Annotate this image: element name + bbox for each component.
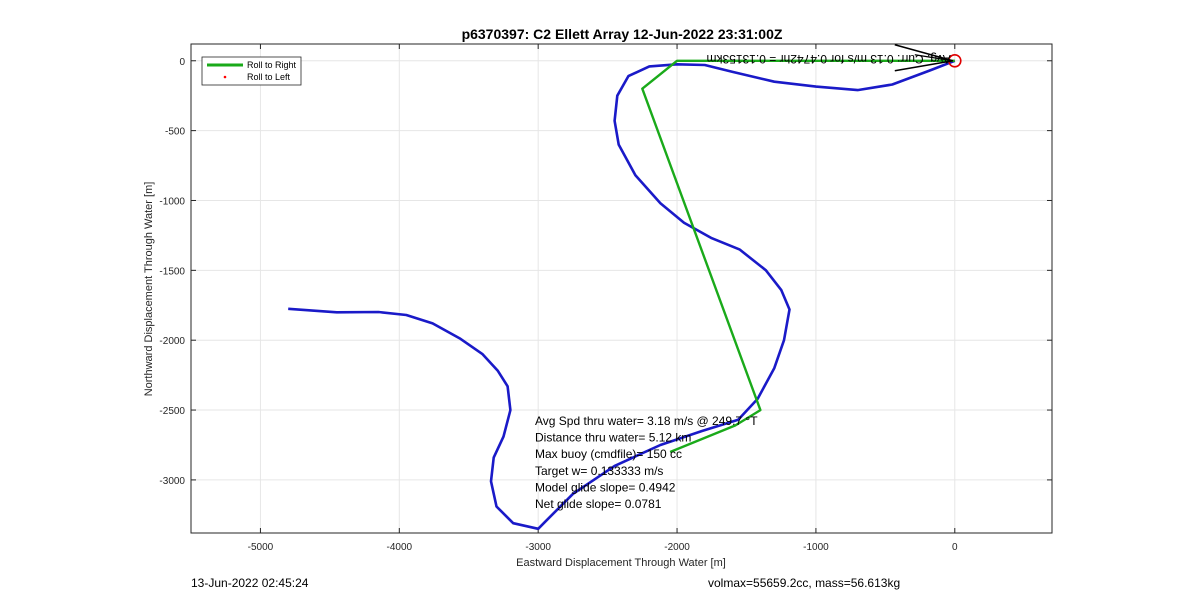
y-tick-label: -500 (165, 127, 185, 138)
y-tick-label: -2500 (159, 406, 185, 417)
stats-annotation-line: Max buoy (cmdfile)= 150 cc (535, 447, 682, 461)
x-tick-label: 0 (952, 542, 958, 553)
legend: Roll to Right Roll to Left (201, 56, 302, 86)
grid (191, 44, 1052, 533)
y-tick-label: -1000 (159, 196, 185, 207)
footer-timestamp: 13-Jun-2022 02:45:24 (191, 576, 309, 590)
stats-annotation-line: Target w= 0.133333 m/s (535, 464, 663, 478)
glider-track-line (288, 59, 956, 531)
stats-annotation-line: Model glide slope= 0.4942 (535, 480, 676, 494)
markers: Avg. Curr: 0.13 m/s for 0.4742hr = 0.131… (707, 43, 962, 72)
series-layer (288, 59, 956, 531)
y-tick-label: -3000 (159, 476, 185, 487)
y-tick-label: 0 (179, 57, 185, 68)
stats-annotation-line: Avg Spd thru water= 3.18 m/s @ 249.7 °T (535, 414, 758, 428)
x-tick-label: -2000 (664, 542, 690, 553)
legend-label-roll-right: Roll to Right (247, 60, 297, 70)
x-tick-label: -1000 (803, 542, 829, 553)
legend-label-roll-left: Roll to Left (247, 72, 291, 82)
y-tick-label: -1500 (159, 266, 185, 277)
x-tick-label: -5000 (248, 542, 274, 553)
legend-box (201, 56, 302, 86)
current-vector-label: Avg. Curr: 0.13 m/s for 0.4742hr = 0.131… (707, 52, 951, 66)
current-arrow-shaft (894, 43, 954, 62)
x-tick-label: -4000 (387, 542, 413, 553)
current-arrow-head (914, 54, 953, 62)
stats-annotation-line: Net glide slope= 0.0781 (535, 497, 662, 511)
current-arrow-head (894, 59, 953, 72)
y-axis-label: Northward Displacement Through Water [m] (143, 182, 155, 397)
footer-info: volmax=55659.2cc, mass=56.613kg (708, 576, 901, 590)
x-tick-label: -3000 (525, 542, 551, 553)
axes-box (190, 43, 1053, 534)
y-tick-label: -2000 (159, 336, 185, 347)
stats-annotation-line: Distance thru water= 5.12 km (535, 431, 691, 445)
chart-title: p6370397: C2 Ellett Array 12-Jun-2022 23… (462, 26, 783, 42)
legend-swatch-roll-left (223, 75, 227, 79)
x-axis-label: Eastward Displacement Through Water [m] (516, 557, 726, 569)
annotations: Avg Spd thru water= 3.18 m/s @ 249.7 °T D… (535, 414, 758, 511)
roll-right-line (641, 59, 955, 454)
axis-ticks: -5000 -4000 -3000 -2000 -1000 0 0 -500 -1000 -150… (159, 44, 1052, 553)
